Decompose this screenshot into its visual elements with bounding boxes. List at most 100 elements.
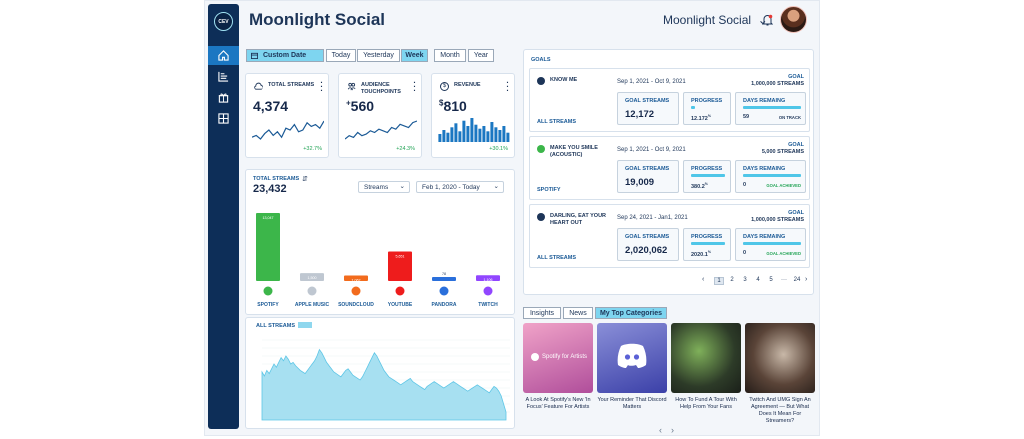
days-bar	[743, 174, 801, 177]
range-week[interactable]: Week	[401, 49, 428, 62]
page-4[interactable]: 4	[756, 277, 760, 283]
goal-target: 1,000,000 STREAMS	[751, 217, 804, 223]
home-icon[interactable]	[208, 46, 239, 65]
progress-number: 12.172	[691, 115, 708, 122]
analytics-icon[interactable]	[208, 67, 239, 86]
goal-target: 5,000 STREAMS	[761, 149, 804, 155]
gift-icon[interactable]	[208, 88, 239, 107]
goal-card[interactable]: MAKE YOU SMILE (ACOUSTIC) SPOTIFY Sep 1,…	[529, 136, 810, 200]
days-bar	[743, 242, 801, 245]
goal-streams-box: GOAL STREAMS 19,009	[617, 160, 679, 193]
revenue-bar	[442, 130, 446, 142]
platform-name: TWITCH	[478, 302, 498, 308]
cloud-icon	[254, 82, 263, 90]
custom-date-button[interactable]: Custom Date	[246, 49, 324, 62]
news-caption[interactable]: How To Fund A Tour With Help From Your F…	[675, 397, 737, 410]
sidebar-rail: CEV	[208, 4, 239, 429]
next-page-icon[interactable]: ›	[805, 276, 808, 283]
app-window: CEV Moonlight Social Moonlight Social ⌄ …	[204, 0, 820, 436]
account-switcher[interactable]: Moonlight Social ⌄	[663, 13, 768, 27]
revenue-bar	[462, 120, 466, 142]
kpi-label: REVENUE	[454, 82, 481, 88]
more-icon[interactable]: · · ·	[506, 78, 509, 95]
chevron-down-icon: ⌄	[757, 13, 768, 27]
page-5[interactable]: 5	[769, 277, 773, 283]
grid-icon[interactable]	[208, 109, 239, 128]
goal-dates: Sep 24, 2021 - Jan1, 2021	[617, 215, 688, 221]
revenue-bar	[470, 118, 474, 142]
goal-streams-box: GOAL STREAMS 12,172	[617, 92, 679, 125]
kpi-change: +24.3%	[396, 146, 415, 152]
page-1[interactable]: 1	[714, 277, 724, 285]
prev-page-icon[interactable]: ‹	[702, 276, 705, 283]
dollar-icon: $	[440, 82, 449, 91]
sparkline-path	[345, 120, 417, 140]
sort-icon[interactable]: ⇵	[302, 176, 308, 183]
bar-value-label: 1,062	[352, 278, 361, 282]
all-streams-panel: ALL STREAMS	[245, 317, 515, 429]
revenue-bar	[486, 131, 490, 142]
news-image[interactable]	[671, 323, 741, 393]
news-caption[interactable]: Your Reminder That Discord Matters	[597, 397, 667, 410]
goal-name: MAKE YOU SMILE (ACOUSTIC)	[550, 145, 598, 158]
news-image[interactable]	[745, 323, 815, 393]
platform-bar[interactable]	[344, 275, 368, 281]
days-value: 0	[743, 250, 747, 256]
tab-insights[interactable]: Insights	[523, 307, 561, 319]
revenue-bar	[478, 128, 482, 142]
tab-my-top-categories[interactable]: My Top Categories	[595, 307, 667, 319]
more-icon[interactable]: · · ·	[320, 78, 323, 95]
twitch-icon	[483, 286, 493, 296]
goal-name: KNOW ME	[550, 77, 578, 83]
platform-bar[interactable]	[388, 251, 412, 281]
progress-value: 2020.1%	[691, 250, 711, 258]
news-caption[interactable]: Twitch And UMG Sign An Agreement — But W…	[749, 397, 811, 424]
kpi-total-streams: TOTAL STREAMS · · · 4,374 +32.7%	[245, 73, 329, 158]
avatar[interactable]	[780, 6, 807, 33]
platform-bar[interactable]	[476, 275, 500, 281]
revenue-bar	[454, 123, 458, 142]
spotify-icon	[263, 286, 273, 296]
users-icon	[347, 82, 356, 91]
progress-box: PROGRESS 2020.1%	[683, 228, 731, 261]
kpi-value: 4,374	[253, 98, 289, 114]
range-month[interactable]: Month	[434, 49, 466, 62]
kpi-prefix: +	[346, 98, 351, 108]
range-yesterday[interactable]: Yesterday	[357, 49, 400, 62]
page-2[interactable]: 2	[730, 277, 734, 283]
carousel-prev-icon[interactable]: ‹	[659, 425, 662, 435]
kpi-number: 560	[350, 98, 375, 114]
progress-bar	[691, 242, 725, 245]
progress-box: PROGRESS 12.172%	[683, 92, 731, 125]
platform-bar[interactable]	[300, 273, 324, 281]
kpi-audience-touchpoints: AUDIENCE TOUCHPOINTS · · · +560 +24.3%	[338, 73, 422, 158]
box-label: PROGRESS	[691, 98, 723, 104]
goal-card[interactable]: KNOW ME ALL STREAMS Sep 1, 2021 - Oct 9,…	[529, 68, 810, 132]
kpi-sparkline	[252, 120, 324, 140]
bell-icon[interactable]	[762, 14, 773, 26]
range-year[interactable]: Year	[468, 49, 494, 62]
page-3[interactable]: 3	[743, 277, 747, 283]
goal-source: ALL STREAMS	[537, 119, 577, 125]
platform-bar[interactable]	[256, 213, 280, 281]
days-value: 59	[743, 114, 750, 120]
news-image[interactable]: Spotify for Artists	[523, 323, 593, 393]
tab-news[interactable]: News	[563, 307, 593, 319]
platform-name: APPLE MUSIC	[295, 302, 330, 308]
account-name: Moonlight Social	[663, 13, 752, 27]
progress-value: 380.2%	[691, 182, 708, 190]
range-today[interactable]: Today	[326, 49, 356, 62]
bar-value-label: 1,106	[484, 278, 493, 282]
box-label: DAYS REMAING	[743, 166, 786, 172]
news-image[interactable]	[597, 323, 667, 393]
spotify-artists-logo: Spotify for Artists	[531, 353, 587, 361]
revenue-bar	[446, 132, 450, 142]
more-icon[interactable]: · · ·	[413, 78, 416, 95]
news-caption[interactable]: A Look At Spotify's New 'In Focus' Featu…	[525, 397, 591, 410]
metric-select[interactable]: Streams ⌄	[358, 181, 410, 193]
platform-bar[interactable]	[432, 277, 456, 281]
page-24[interactable]: 24	[793, 277, 801, 283]
carousel-next-icon[interactable]: ›	[671, 425, 674, 435]
goal-card[interactable]: DARLING, EAT YOUR HEART OUT ALL STREAMS …	[529, 204, 810, 268]
date-range-select[interactable]: Feb 1, 2020 - Today ⌄	[416, 181, 504, 193]
